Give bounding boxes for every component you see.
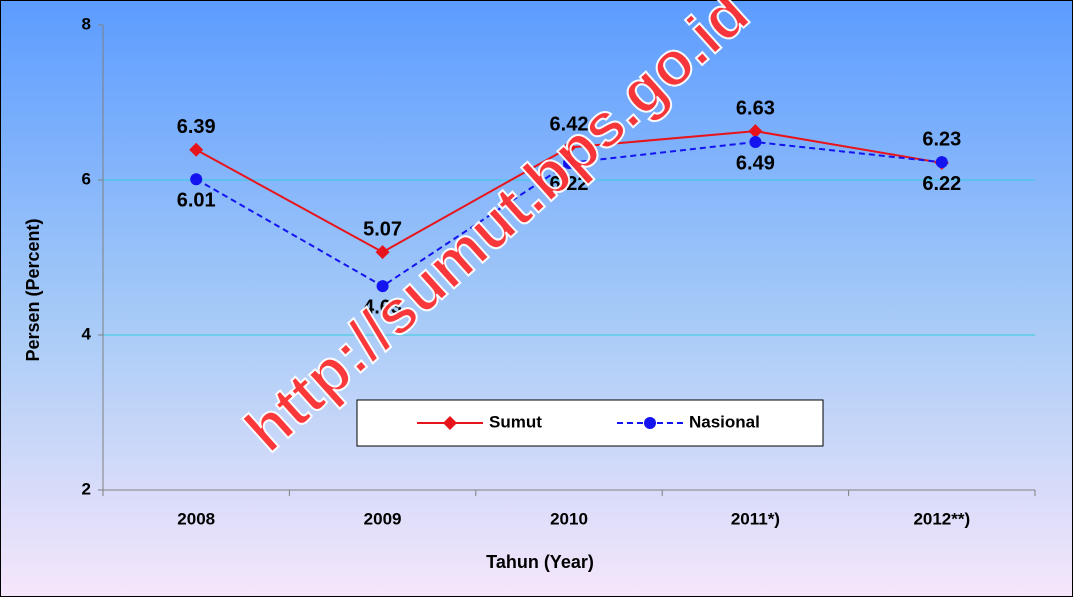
data-label: 6.63 [736, 97, 775, 119]
y-tick-label: 4 [82, 324, 92, 343]
data-label: 5.07 [363, 218, 402, 240]
data-label: 6.23 [922, 128, 961, 150]
legend-marker [443, 416, 457, 430]
marker [375, 245, 390, 260]
marker [935, 156, 948, 169]
data-label: 6.01 [177, 190, 216, 212]
marker [562, 140, 576, 155]
marker [563, 156, 575, 169]
x-tick-label: 2011*) [731, 509, 780, 528]
x-tick-label: 2009 [364, 509, 402, 528]
marker [748, 124, 763, 139]
x-axis-label: Tahun (Year) [486, 552, 594, 572]
data-label: 6.42 [550, 114, 589, 136]
series-line [195, 141, 942, 288]
data-label: 6.22 [922, 173, 961, 195]
legend-label: Nasional [689, 412, 760, 431]
data-label: 6.39 [177, 116, 216, 138]
legend-label: Sumut [489, 412, 542, 431]
y-tick-label: 8 [82, 14, 91, 33]
y-tick-label: 6 [82, 169, 91, 188]
x-tick-label: 2008 [177, 509, 215, 528]
legend-marker [644, 417, 656, 429]
y-tick-label: 2 [82, 479, 91, 498]
x-tick-label: 2010 [550, 509, 588, 528]
x-tick-label: 2012**) [913, 509, 970, 528]
data-label: 6.22 [550, 173, 589, 195]
marker [189, 142, 204, 157]
data-label: 6.49 [736, 152, 775, 174]
marker [749, 136, 762, 149]
marker [376, 280, 389, 293]
data-label: 4.63 [363, 296, 402, 318]
y-axis-label: Persen (Percent) [23, 218, 43, 361]
marker [190, 173, 203, 186]
